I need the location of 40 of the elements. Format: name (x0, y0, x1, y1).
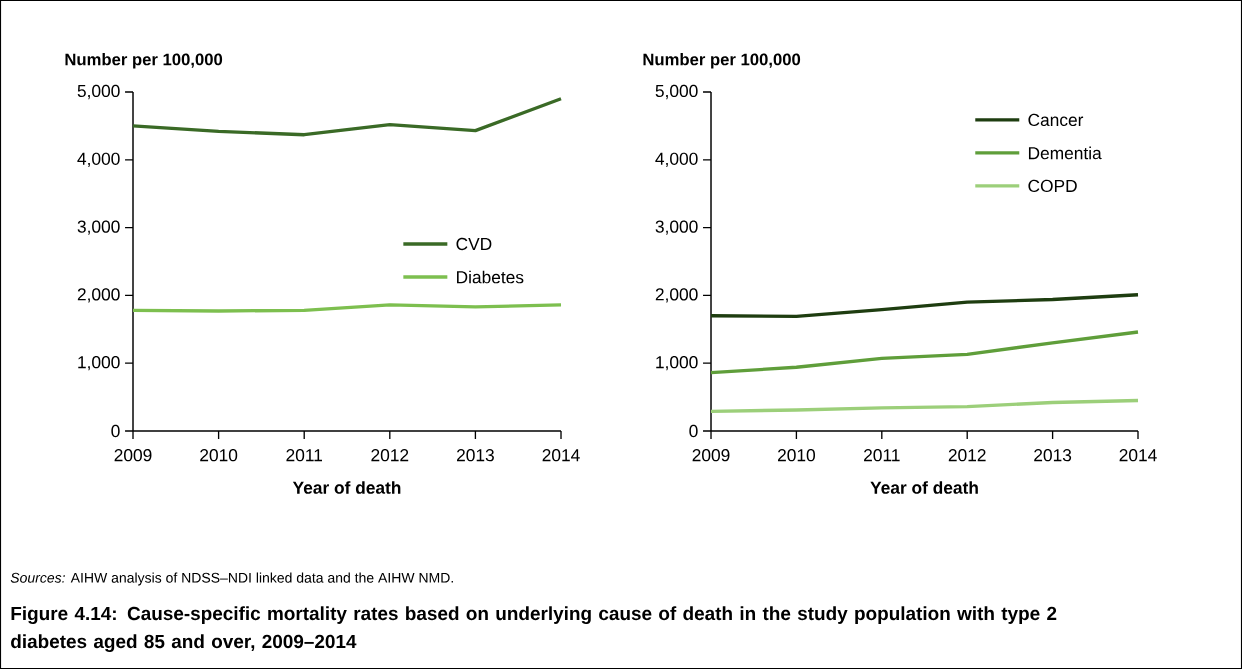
x-axis-title: Year of death (870, 481, 978, 494)
x-tick-label: 2011 (864, 449, 900, 462)
y-tick-label: 4,000 (655, 152, 698, 167)
x-tick-label: 2011 (286, 449, 322, 462)
y-tick-label: 1,000 (78, 356, 120, 371)
legend-label: CVD (456, 237, 492, 251)
x-tick-label: 2013 (1034, 449, 1072, 462)
line-series (131, 303, 563, 313)
y-tick-label: 0 (111, 424, 120, 438)
x-tick-label: 2009 (692, 449, 730, 462)
y-tick-label: 0 (689, 424, 698, 438)
line-series (709, 293, 1140, 319)
legend-label: Dementia (1028, 146, 1102, 160)
y-tick-label: 2,000 (77, 288, 120, 303)
line-series (131, 97, 563, 137)
x-tick-label: 2010 (778, 449, 816, 462)
y-tick-label: 5,000 (77, 84, 120, 100)
x-tick-label: 2013 (457, 449, 494, 462)
y-tick-label: 1,000 (656, 356, 698, 371)
line-series (709, 398, 1140, 414)
y-tick-label: 4,000 (77, 152, 120, 167)
x-tick-label: 2009 (114, 449, 152, 462)
line-series (709, 330, 1140, 375)
x-tick-label: 2010 (200, 449, 238, 462)
x-tick-label: 2014 (1119, 449, 1157, 462)
y-axis-title: Number per 100,000 (65, 53, 223, 69)
y-tick-label: 2,000 (655, 288, 698, 303)
x-axis-title: Year of death (292, 481, 401, 494)
text: Figure 4.14: Cause-specific mortality rates based on underlying cause of death in the study population with type 2 diabetes aged 85 and over, 2009–2014 (11, 606, 1057, 652)
y-tick-label: 5,000 (655, 84, 698, 100)
y-tick-label: 3,000 (77, 220, 120, 235)
y-tick-label: 3,000 (655, 220, 698, 235)
legend-label: COPD (1028, 179, 1077, 193)
legend-label: Cancer (1028, 113, 1084, 127)
x-tick-label: 2014 (542, 449, 580, 462)
legend-label: Diabetes (457, 270, 524, 284)
x-tick-label: 2012 (948, 449, 986, 462)
x-tick-label: 2012 (371, 449, 409, 462)
y-axis-title: Number per 100,000 (643, 53, 801, 69)
text: Sources: AIHW analysis of NDSS–NDI linked data and the AIHW NMD. (10, 572, 453, 586)
